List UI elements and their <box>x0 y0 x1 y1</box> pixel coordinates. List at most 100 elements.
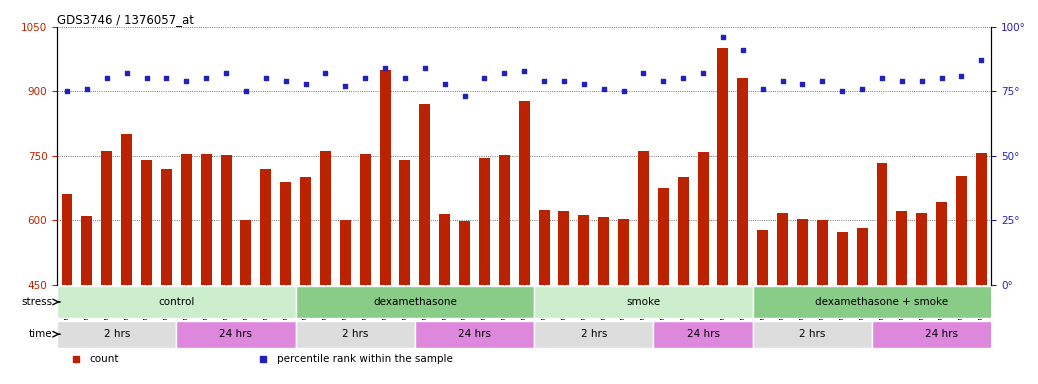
Bar <box>535 321 653 348</box>
Bar <box>658 188 668 285</box>
Point <box>59 88 76 94</box>
Bar <box>220 155 231 285</box>
Point <box>218 70 235 76</box>
Point <box>158 75 174 81</box>
Text: dexamethasone + smoke: dexamethasone + smoke <box>816 297 949 307</box>
Text: control: control <box>158 297 194 307</box>
Bar <box>181 154 192 285</box>
Text: dexamethasone: dexamethasone <box>373 297 457 307</box>
Bar <box>415 321 535 348</box>
Point <box>177 78 194 84</box>
Bar <box>400 160 410 285</box>
Bar <box>956 176 967 285</box>
Bar <box>856 228 868 285</box>
Bar <box>897 211 907 285</box>
Bar <box>360 154 371 285</box>
Point <box>238 88 254 94</box>
Bar <box>81 216 92 285</box>
Point <box>277 78 294 84</box>
Point <box>416 65 433 71</box>
Point <box>436 81 453 87</box>
Bar <box>176 321 296 348</box>
Point <box>874 75 891 81</box>
Text: 24 hrs: 24 hrs <box>686 329 719 339</box>
Bar <box>535 286 753 318</box>
Bar <box>296 286 535 318</box>
Bar <box>638 151 649 285</box>
Bar <box>578 215 590 285</box>
Point <box>973 57 989 63</box>
Bar <box>241 220 251 285</box>
Point <box>655 78 672 84</box>
Text: time: time <box>29 329 52 339</box>
Bar <box>320 151 331 285</box>
Bar <box>141 160 152 285</box>
Point <box>555 78 572 84</box>
Bar <box>917 213 927 285</box>
Bar <box>777 213 788 285</box>
Point <box>496 70 513 76</box>
Point <box>774 78 791 84</box>
Point <box>138 75 155 81</box>
Bar <box>380 70 390 285</box>
Text: 2 hrs: 2 hrs <box>104 329 130 339</box>
Bar <box>121 134 132 285</box>
Bar <box>717 48 729 285</box>
Bar <box>976 153 987 285</box>
Bar <box>261 169 271 285</box>
Point <box>854 86 871 92</box>
Text: smoke: smoke <box>626 297 660 307</box>
Bar <box>57 286 296 318</box>
Bar <box>936 202 947 285</box>
Bar <box>598 217 609 285</box>
Point <box>118 70 135 76</box>
Bar <box>300 177 311 285</box>
Bar <box>797 219 808 285</box>
Point <box>675 75 691 81</box>
Bar <box>200 154 212 285</box>
Point <box>198 75 215 81</box>
Text: 24 hrs: 24 hrs <box>925 329 958 339</box>
Bar <box>872 321 1011 348</box>
Text: stress: stress <box>22 297 52 307</box>
Text: 2 hrs: 2 hrs <box>343 329 368 339</box>
Bar <box>296 321 415 348</box>
Bar <box>479 158 490 285</box>
Point <box>457 93 473 99</box>
Point <box>814 78 830 84</box>
Bar <box>678 177 688 285</box>
Bar <box>737 78 748 285</box>
Bar <box>539 210 549 285</box>
Bar <box>161 169 172 285</box>
Bar <box>57 321 176 348</box>
Text: count: count <box>90 354 119 364</box>
Bar <box>499 155 510 285</box>
Point <box>635 70 652 76</box>
Bar <box>419 104 431 285</box>
Bar <box>558 211 570 285</box>
Point <box>575 81 592 87</box>
Text: 2 hrs: 2 hrs <box>580 329 607 339</box>
Point <box>794 81 811 87</box>
Point <box>357 75 374 81</box>
Point <box>99 75 115 81</box>
Point <box>735 47 752 53</box>
Bar <box>753 286 1011 318</box>
Bar <box>698 152 709 285</box>
Point <box>694 70 711 76</box>
Bar <box>653 321 753 348</box>
Bar <box>280 182 291 285</box>
Point <box>834 88 850 94</box>
Bar <box>61 194 73 285</box>
Bar <box>753 321 872 348</box>
Point <box>318 70 334 76</box>
Point <box>913 78 930 84</box>
Bar <box>102 151 112 285</box>
Bar <box>817 220 828 285</box>
Text: 2 hrs: 2 hrs <box>799 329 825 339</box>
Point <box>516 68 532 74</box>
Point <box>337 83 354 89</box>
Point <box>297 81 313 87</box>
Bar <box>837 232 848 285</box>
Bar <box>618 219 629 285</box>
